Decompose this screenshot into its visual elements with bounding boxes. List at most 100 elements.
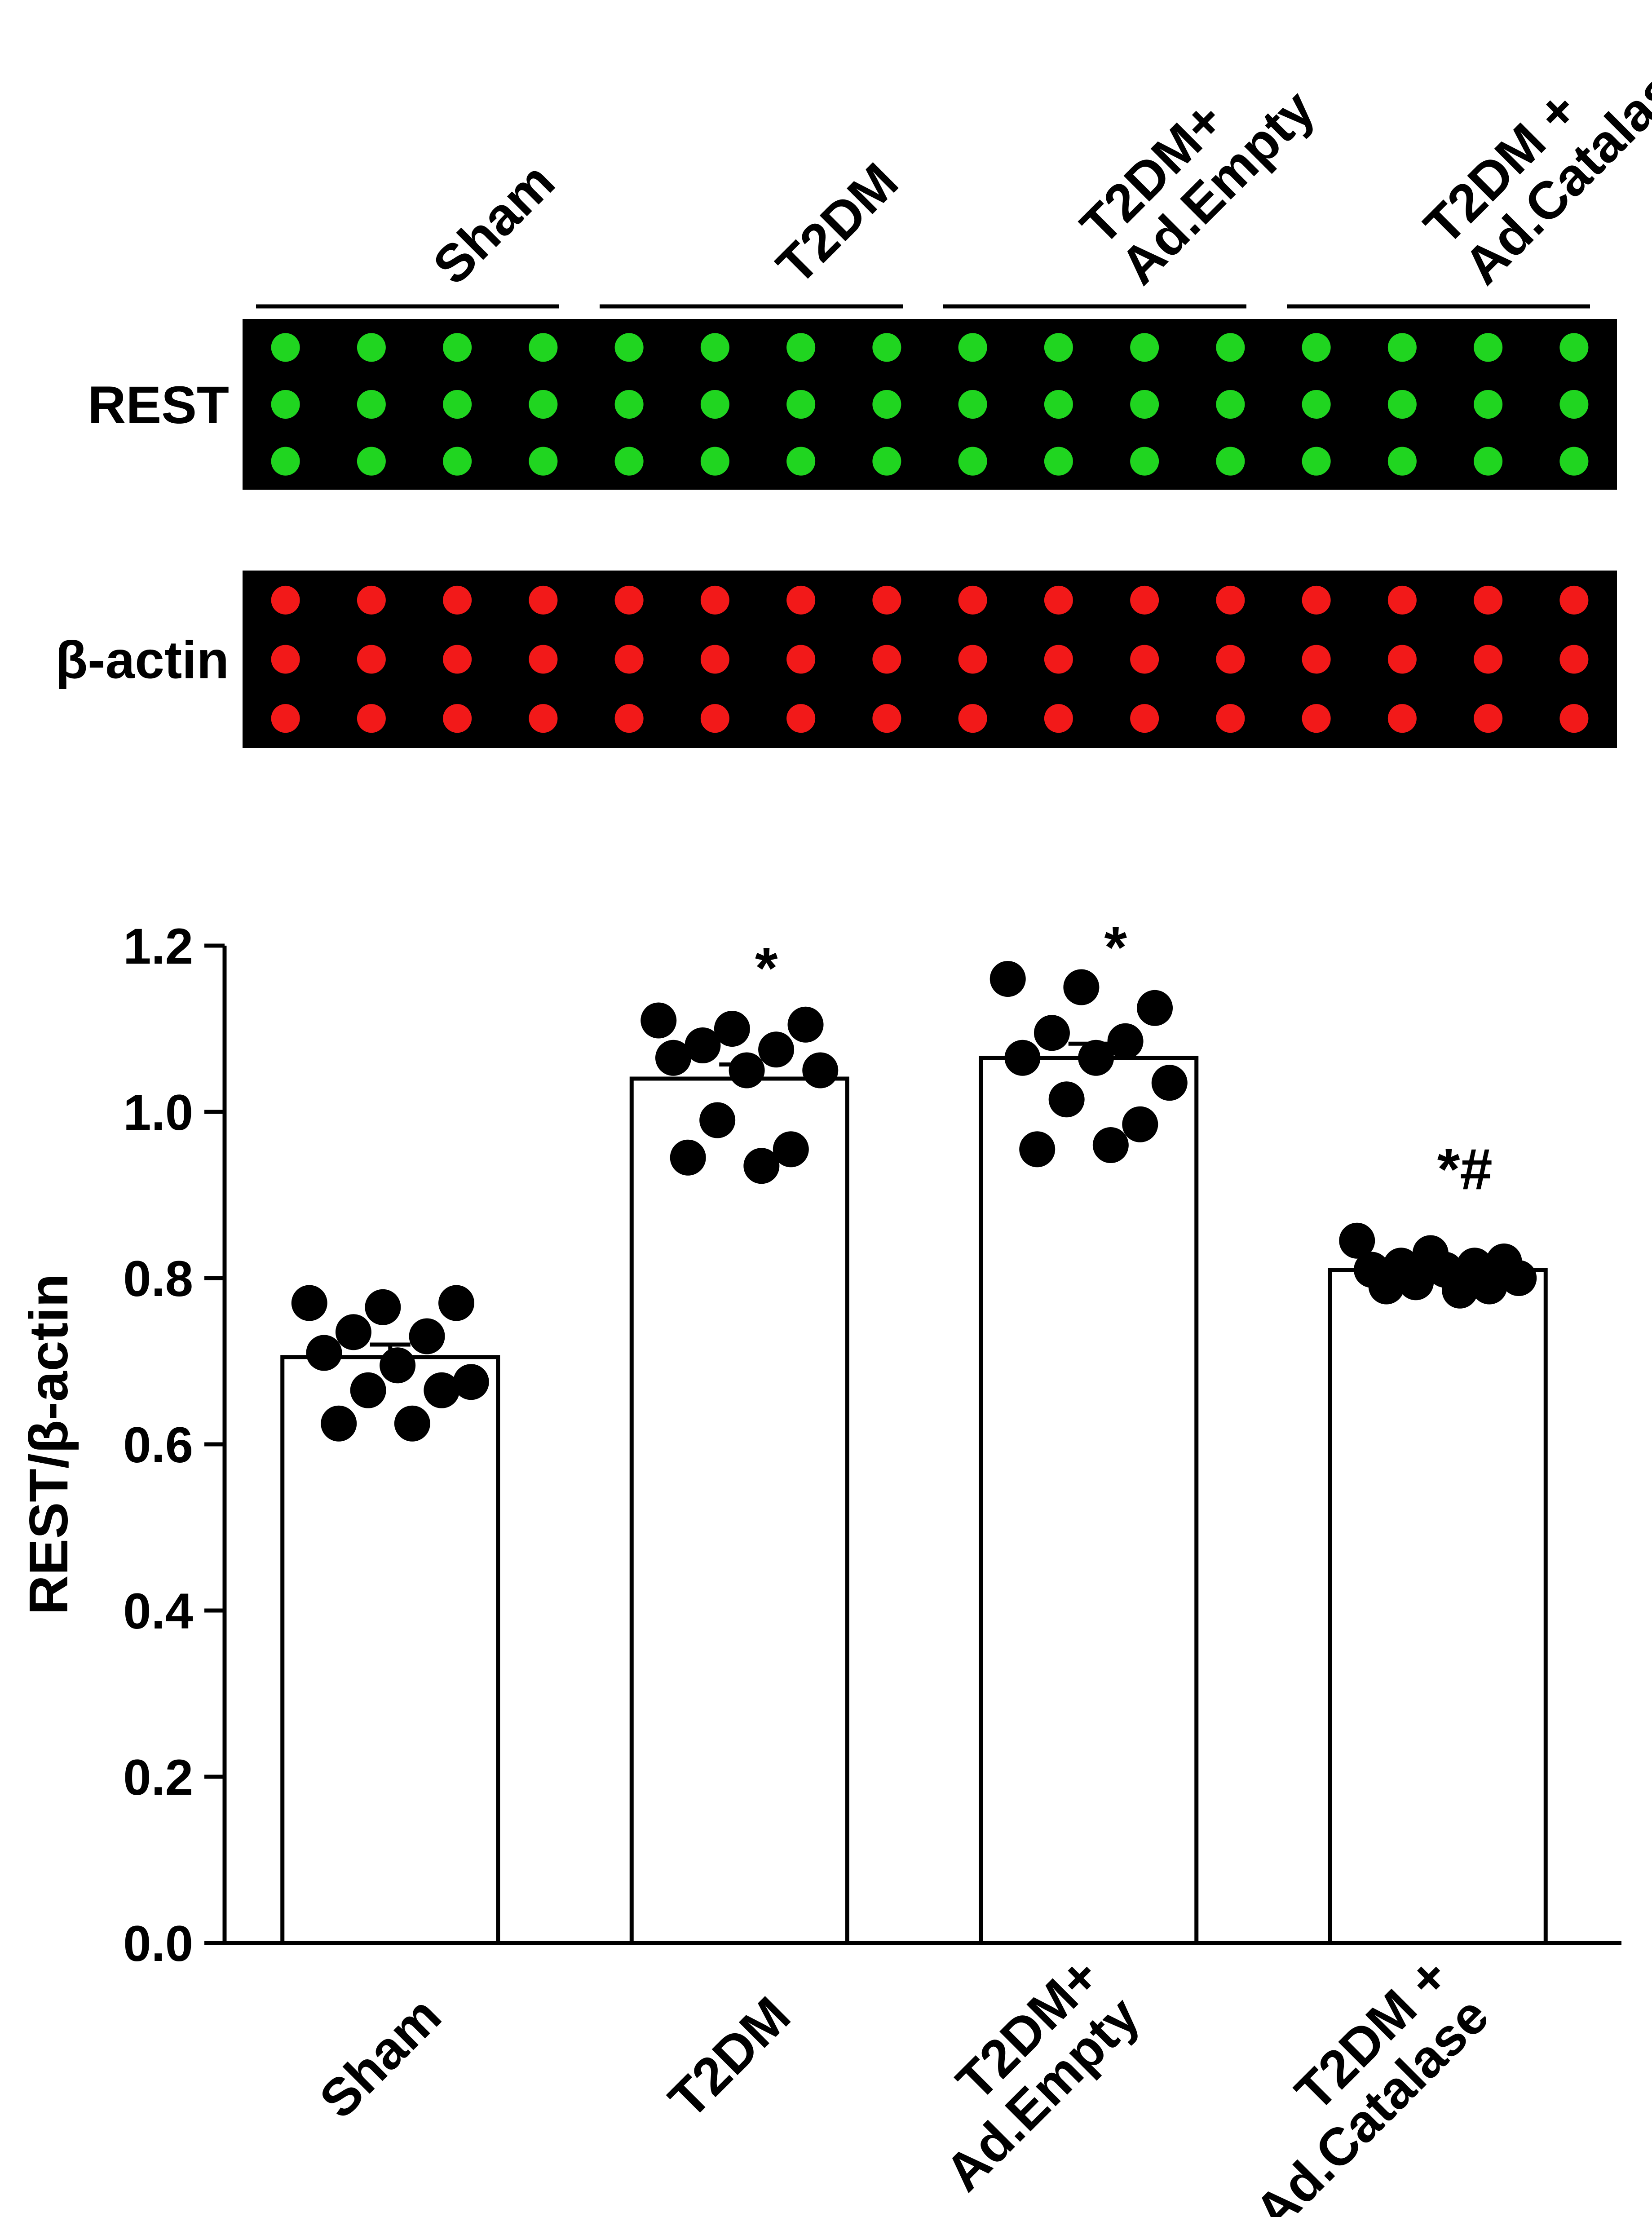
- y-tick-label: 0.0: [123, 1916, 193, 1972]
- data-point: [1151, 1065, 1188, 1101]
- data-point: [291, 1285, 327, 1321]
- blot-dot: [786, 704, 816, 733]
- blot-dot: [614, 447, 644, 476]
- data-point: [306, 1335, 342, 1371]
- significance-marker: *: [1104, 914, 1127, 980]
- blot-dot: [1130, 333, 1159, 362]
- data-point: [1471, 1268, 1507, 1305]
- blot-dot: [1044, 704, 1073, 733]
- data-point: [365, 1289, 401, 1325]
- blot-dot: [529, 333, 558, 362]
- blot-dot: [529, 645, 558, 674]
- blot-dot: [1387, 645, 1417, 674]
- blot-dot: [1130, 390, 1159, 419]
- significance-marker: *#: [1437, 1136, 1493, 1202]
- blot-dot: [1302, 447, 1331, 476]
- blot-dot: [1130, 447, 1159, 476]
- blot-dot: [872, 333, 901, 362]
- blot-dot: [700, 447, 729, 476]
- blot-dot: [357, 333, 386, 362]
- blot-dot: [614, 645, 644, 674]
- data-point: [1034, 1015, 1070, 1051]
- blot-dot: [786, 333, 816, 362]
- y-tick-label: 1.0: [123, 1084, 193, 1141]
- data-point: [438, 1285, 475, 1321]
- data-point: [1063, 969, 1100, 1005]
- blot-dot: [700, 645, 729, 674]
- blot-group-label: T2DM +Ad.Catalase: [1413, 0, 1652, 296]
- blot-dot: [357, 447, 386, 476]
- blot-dot: [958, 447, 987, 476]
- blot-dot: [1387, 447, 1417, 476]
- blot-dot: [271, 390, 300, 419]
- data-point: [714, 1011, 750, 1047]
- x-tick-label-line: Sham: [309, 1986, 453, 2130]
- blot-dot: [1044, 645, 1073, 674]
- data-point: [989, 961, 1026, 997]
- y-axis-label: REST/β-actin: [18, 1274, 79, 1615]
- blot-dot: [271, 704, 300, 733]
- blot-dot: [271, 333, 300, 362]
- blot-dot: [1474, 333, 1503, 362]
- significance-marker: *: [755, 935, 778, 1001]
- data-point: [787, 1006, 824, 1043]
- blot-dot: [700, 333, 729, 362]
- data-point: [1339, 1222, 1375, 1259]
- data-point: [773, 1131, 809, 1168]
- bar: [1328, 1268, 1548, 1945]
- data-point: [699, 1102, 736, 1138]
- bar: [629, 1076, 849, 1945]
- blot-dot: [1044, 333, 1073, 362]
- blot-group-label: T2DM: [765, 152, 909, 296]
- data-point: [1092, 1127, 1129, 1163]
- blot-dot: [1044, 390, 1073, 419]
- blot-dot: [614, 704, 644, 733]
- blot-dot: [1387, 333, 1417, 362]
- data-point: [335, 1314, 371, 1350]
- blot-dot: [443, 585, 472, 615]
- data-point: [1137, 990, 1173, 1026]
- data-point: [394, 1405, 430, 1442]
- blot-dot: [1387, 585, 1417, 615]
- bar: [280, 1355, 500, 1945]
- blot-dot: [1216, 585, 1245, 615]
- blot-dot: [1559, 585, 1589, 615]
- blot-dot: [1387, 390, 1417, 419]
- blot-dot: [614, 333, 644, 362]
- blot-dot: [1474, 447, 1503, 476]
- y-tick-label: 0.6: [123, 1417, 193, 1473]
- data-point: [424, 1372, 460, 1408]
- data-point: [380, 1347, 416, 1384]
- x-tick-label: T2DM+Ad.Empty: [894, 1946, 1151, 2203]
- blot-dot: [1559, 333, 1589, 362]
- blot-dot: [872, 645, 901, 674]
- blot-dot: [443, 447, 472, 476]
- dot-blot-panel: Sham T2DM T2DM+Ad.Empty T2DM +Ad.Catalase RE…: [55, 0, 1652, 748]
- blot-dot: [357, 585, 386, 615]
- data-point: [729, 1052, 765, 1089]
- blot-row-label: β-actin: [55, 631, 229, 690]
- blot-dot: [529, 447, 558, 476]
- data-point: [1501, 1260, 1537, 1296]
- y-tick-label: 0.2: [123, 1749, 193, 1805]
- data-point: [1019, 1131, 1056, 1168]
- blot-dot: [1216, 333, 1245, 362]
- blot-dot: [1130, 585, 1159, 615]
- blot-dot: [958, 645, 987, 674]
- bar-chart: 0.0 0.2 0.4 0.6 0.8 1.0 1.2 REST/β-actin Sham * T2…: [18, 914, 1621, 2217]
- blot-dot: [357, 704, 386, 733]
- blot-dot: [1302, 333, 1331, 362]
- blot-dot: [1474, 645, 1503, 674]
- data-point: [758, 1031, 795, 1068]
- blot-dot: [786, 390, 816, 419]
- blot-dot: [1474, 390, 1503, 419]
- blot-dot: [443, 390, 472, 419]
- blot-group-label-line: Sham: [422, 152, 566, 296]
- blot-dot: [872, 390, 901, 419]
- blot-dot: [1559, 390, 1589, 419]
- data-point: [640, 1002, 677, 1039]
- data-point: [670, 1139, 706, 1176]
- data-point: [1048, 1081, 1085, 1118]
- data-point: [802, 1052, 839, 1089]
